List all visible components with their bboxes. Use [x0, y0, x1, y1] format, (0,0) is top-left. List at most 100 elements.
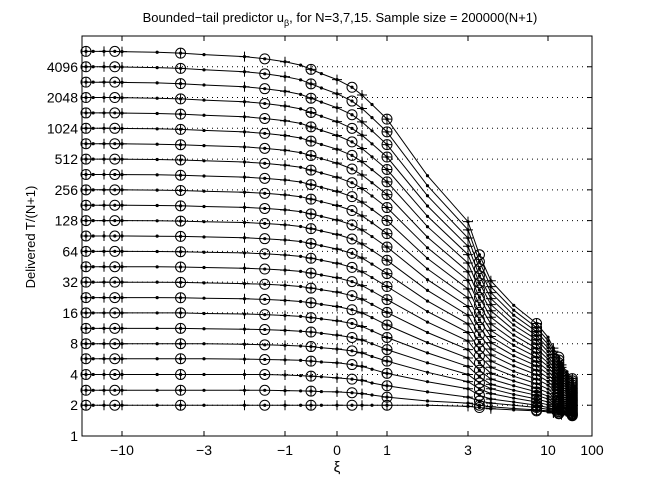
- circle-marker: [305, 135, 317, 147]
- dot-marker: [477, 310, 482, 314]
- dot-marker: [319, 331, 323, 335]
- dot-marker: [91, 80, 95, 84]
- circle-marker: [259, 187, 271, 199]
- series-lines: [86, 50, 576, 417]
- dot-marker: [91, 65, 95, 69]
- x-tick-label: 0: [333, 442, 341, 458]
- plus-marker: [306, 327, 316, 338]
- plus-marker: [463, 258, 473, 269]
- plus-marker: [548, 343, 559, 354]
- dot-marker: [263, 403, 267, 407]
- dot-marker: [477, 361, 482, 365]
- plus-marker: [280, 189, 290, 200]
- plus-marker: [306, 371, 316, 382]
- circle-marker: [305, 179, 317, 191]
- dot-marker: [299, 389, 303, 393]
- circle-marker: [175, 276, 187, 288]
- plus-marker: [306, 283, 316, 294]
- dot-marker: [546, 357, 550, 361]
- circle-marker: [346, 387, 358, 399]
- dot-marker: [370, 155, 374, 159]
- plus-marker: [332, 301, 342, 312]
- plus-marker: [99, 400, 109, 411]
- circle-marker: [80, 138, 92, 150]
- y-tick-label: 128: [55, 213, 79, 229]
- dot-marker: [113, 111, 117, 115]
- dot-marker: [202, 83, 206, 87]
- plus-marker: [382, 164, 392, 175]
- plus-marker: [306, 356, 316, 367]
- plus-marker: [357, 156, 367, 167]
- dot-marker: [512, 403, 516, 407]
- plus-marker: [463, 336, 473, 347]
- plus-marker: [81, 169, 91, 180]
- dot-marker: [370, 207, 374, 211]
- plus-marker: [117, 184, 127, 195]
- circle-marker: [80, 107, 92, 119]
- circle-marker: [473, 321, 485, 333]
- circle-marker: [175, 139, 187, 151]
- circle-marker: [175, 123, 187, 135]
- plus-marker: [99, 61, 109, 72]
- circle-marker: [259, 83, 271, 95]
- dot-marker: [299, 299, 303, 304]
- circle-marker: [80, 45, 92, 57]
- plus-marker: [239, 293, 250, 304]
- dot-marker: [477, 325, 482, 329]
- plus-marker: [306, 223, 316, 234]
- plus-marker: [280, 175, 290, 186]
- dot-marker: [370, 393, 374, 397]
- dot-marker: [113, 49, 117, 53]
- plus-marker: [357, 321, 367, 332]
- dot-marker: [350, 195, 354, 199]
- plus-marker: [239, 232, 250, 243]
- circle-marker: [305, 399, 317, 411]
- plus-marker: [81, 107, 91, 118]
- dot-marker: [425, 309, 430, 314]
- plus-marker: [99, 338, 109, 349]
- plus-marker: [239, 400, 250, 411]
- plus-marker: [239, 385, 250, 396]
- dot-marker: [512, 359, 516, 363]
- dot-marker: [202, 342, 206, 346]
- circle-marker: [305, 121, 317, 133]
- plus-marker: [117, 200, 127, 211]
- dot-marker: [425, 330, 430, 335]
- plus-marker: [463, 352, 473, 363]
- dot-marker: [299, 107, 303, 111]
- plus-marker: [99, 184, 109, 195]
- dot-marker: [425, 399, 430, 403]
- circle-marker: [175, 200, 187, 212]
- dot-marker: [512, 323, 516, 327]
- circle-marker: [381, 113, 393, 125]
- plus-marker: [239, 217, 250, 228]
- dot-marker: [512, 388, 516, 392]
- circle-marker: [175, 184, 187, 196]
- dot-marker: [155, 50, 159, 54]
- plus-marker: [280, 340, 290, 351]
- x-tick-label: −1: [277, 442, 293, 458]
- circle-marker: [80, 276, 92, 288]
- circle-marker: [346, 233, 358, 245]
- plus-marker: [382, 114, 392, 125]
- plus-marker: [117, 231, 127, 242]
- plus-marker: [99, 385, 109, 396]
- circle-marker: [305, 92, 317, 104]
- dot-marker: [91, 172, 95, 177]
- dot-marker: [425, 320, 430, 324]
- circle-marker: [259, 172, 271, 184]
- plus-marker: [175, 185, 186, 196]
- dot-marker: [263, 191, 267, 195]
- dot-marker: [350, 126, 354, 130]
- dot-marker: [113, 326, 117, 330]
- dot-marker: [202, 113, 206, 117]
- dot-marker: [425, 390, 430, 394]
- circle-marker: [175, 47, 187, 59]
- dot-marker: [425, 256, 430, 261]
- dot-marker: [91, 111, 95, 115]
- plus-marker: [332, 229, 342, 240]
- plus-marker: [463, 344, 473, 355]
- dot-marker: [512, 384, 516, 388]
- dot-marker: [370, 129, 374, 133]
